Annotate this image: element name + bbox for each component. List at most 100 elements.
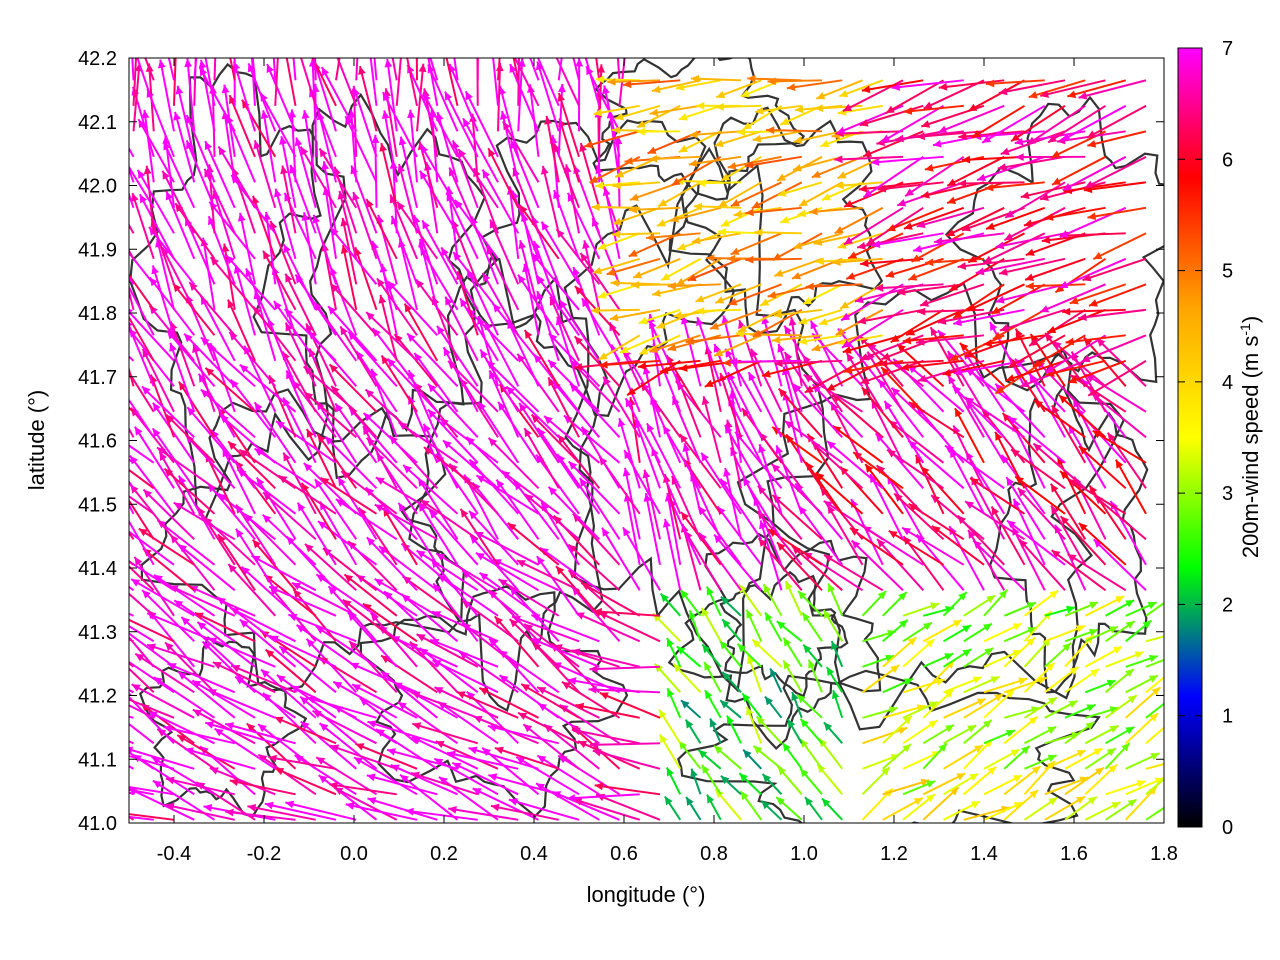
wind-vector [508,798,580,821]
wind-vector [826,504,864,566]
wind-vector [714,283,762,304]
wind-vector-shaft [902,334,964,343]
wind-vector [373,58,378,81]
wind-vector-shaft [186,406,236,464]
wind-vector [362,412,418,464]
wind-vector [1091,392,1147,439]
wind-vector-head [142,348,150,358]
wind-vector-shaft [861,386,904,438]
wind-vector [1023,662,1056,694]
wind-vector-head [967,303,977,311]
wind-vector [569,382,621,438]
wind-vector [693,202,742,211]
wind-vector [1078,79,1147,100]
wind-vector-shaft [505,385,560,439]
wind-vector [961,155,1025,164]
wind-vector [1125,777,1164,796]
wind-vector-head [288,109,297,118]
wind-vector-shaft [519,239,540,311]
wind-vector [367,797,438,821]
wind-vector-head [435,740,445,749]
wind-vector-head [449,63,457,73]
wind-vector-shaft [583,130,641,148]
wind-vector-head [930,602,940,610]
wind-vector-shaft [994,382,1046,438]
wind-vector-shaft [444,296,479,362]
wind-vector-head [763,584,771,594]
wind-vector-shaft [390,635,458,668]
wind-vector [129,618,175,643]
wind-vector [990,283,1046,315]
wind-vector [317,520,378,566]
wind-vector-shaft [646,232,701,239]
wind-vector-head [1170,715,1179,723]
wind-vector [826,440,884,490]
wind-vector-head [379,142,387,152]
wind-vector-shaft [134,426,175,489]
wind-vector-shaft [1039,283,1106,313]
wind-vector-head [584,140,594,149]
wind-vector-shaft [689,130,742,137]
wind-vector-head [612,217,622,226]
wind-vector-head [210,257,219,266]
wind-vector [535,782,600,821]
wind-vector [843,206,904,246]
wind-vector-shaft [689,472,722,540]
wind-vector-head [628,249,638,257]
colorbar-tick-label: 5 [1222,261,1233,283]
wind-vector-head [355,743,365,751]
wind-vector [365,198,398,260]
wind-vector [518,239,540,311]
wind-vector-head [1025,282,1035,290]
wind-vector-head [1010,749,1020,757]
wind-vector-shaft [903,206,965,230]
wind-vector [429,58,439,81]
wind-vector-shaft [523,263,540,336]
wind-vector [523,623,580,668]
wind-vector [690,74,742,83]
wind-vector-head [698,750,708,759]
wind-vector-shaft [131,58,135,81]
wind-vector-head [1029,338,1039,346]
wind-vector [967,79,1025,112]
wind-vector [487,724,559,745]
wind-vector-head [742,693,751,703]
wind-vector-shaft [395,58,402,106]
wind-vector-shaft [319,501,358,566]
wind-vector-head [1021,745,1030,755]
wind-vector [660,257,701,282]
wind-vector [214,727,276,770]
wind-vector-shaft [791,545,843,592]
wind-vector-shaft [367,720,438,745]
wind-vector-shaft [304,543,357,592]
wind-vector [1050,505,1087,566]
wind-vector-shaft [344,115,378,183]
wind-vector-head [341,13,349,22]
wind-vector [623,449,661,515]
wind-vector-shaft [239,618,297,668]
wind-vector-head [365,33,373,42]
wind-vector-head [1062,183,1072,191]
wind-vector-head [611,10,619,18]
wind-vector [379,142,398,209]
wind-vector-shaft [599,691,661,719]
wind-vector [344,115,378,183]
wind-vector-head [859,335,869,345]
wind-vector-head [714,534,723,544]
wind-vector-shaft [142,547,195,592]
wind-vector-shaft [773,257,823,277]
wind-vector [524,493,580,541]
wind-vector [340,470,398,515]
wind-vector-shaft [445,58,459,107]
wind-vector-head [986,222,995,230]
wind-vector-head [622,36,630,44]
wind-vector [823,500,884,541]
wind-vector-head [774,269,784,277]
wind-vector-head [348,331,357,341]
wind-vector-shaft [148,276,196,336]
wind-vector-shaft [1047,104,1107,144]
wind-vector-shaft [876,538,924,591]
wind-vector-head [572,267,580,277]
wind-vector-head [898,591,907,601]
wind-vector-head [588,685,597,694]
